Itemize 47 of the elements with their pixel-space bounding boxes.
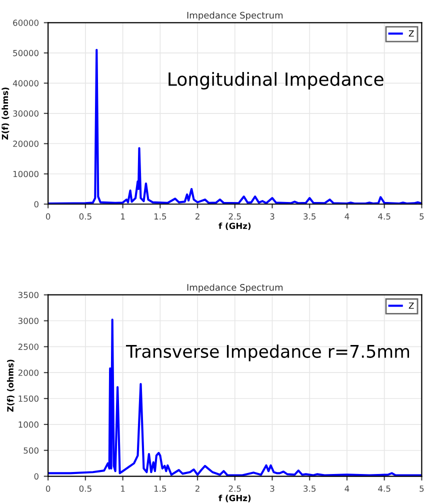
y-tick-label: 30000 [13, 110, 38, 117]
x-tick-label: 4.5 [378, 213, 390, 220]
x-axis-title: f (GHz) [218, 494, 251, 502]
annotation: Transverse Impedance r=7.5mm [126, 344, 410, 362]
x-tick-label: 1 [121, 213, 125, 220]
x-tick-label: 5 [420, 486, 424, 492]
y-tick-label: 2000 [18, 370, 38, 376]
y-tick-label: 0 [34, 473, 38, 480]
x-tick-label: 3 [270, 485, 274, 492]
x-tick-label: 0.5 [79, 485, 92, 492]
legend-label: Z [408, 30, 414, 37]
y-tick-label: 40000 [12, 80, 38, 86]
x-tick-label: 3 [270, 213, 274, 220]
x-tick-label: 0 [46, 213, 50, 220]
y-tick-label: 50000 [13, 50, 38, 56]
x-tick-label: 3.5 [304, 213, 316, 220]
x-tick-label: 2 [195, 485, 200, 492]
y-tick-label: 500 [24, 447, 38, 454]
x-tick-label: 2.5 [228, 213, 241, 220]
x-tick-label: 5 [420, 213, 424, 220]
y-tick-label: 60000 [13, 20, 38, 26]
y-tick-label: 1500 [18, 396, 38, 402]
x-tick-label: 1.5 [154, 486, 166, 492]
y-tick-label: 3500 [18, 292, 38, 298]
x-tick-label: 3.5 [304, 485, 316, 492]
y-tick-label: 10000 [13, 170, 38, 178]
y-axis-title: Z(f) (ohms) [2, 88, 10, 140]
x-tick-label: 2 [195, 213, 200, 220]
y-tick-label: 20000 [13, 140, 38, 147]
y-tick-label: 0 [34, 201, 38, 208]
x-axis-title: f (GHz) [218, 222, 251, 230]
legend-label: Z [408, 302, 414, 309]
x-tick-label: 4 [344, 486, 350, 492]
annotation: Longitudinal Impedance [168, 72, 384, 90]
x-tick-label: 1.5 [154, 213, 166, 220]
chart-title: Impedance Spectrum [187, 284, 283, 293]
x-tick-label: 4 [344, 213, 350, 220]
y-tick-label: 3000 [18, 318, 38, 324]
y-axis-title: Z(f) (ohms) [6, 360, 14, 412]
x-tick-label: 0 [46, 485, 50, 492]
x-tick-label: 0.5 [79, 213, 92, 220]
x-tick-label: 2.5 [228, 485, 241, 492]
y-tick-label: 1000 [18, 421, 38, 428]
y-tick-label: 2500 [18, 344, 38, 350]
chart-title: Impedance Spectrum [187, 12, 283, 20]
x-tick-label: 4.5 [378, 486, 390, 492]
x-tick-label: 1 [121, 486, 125, 492]
